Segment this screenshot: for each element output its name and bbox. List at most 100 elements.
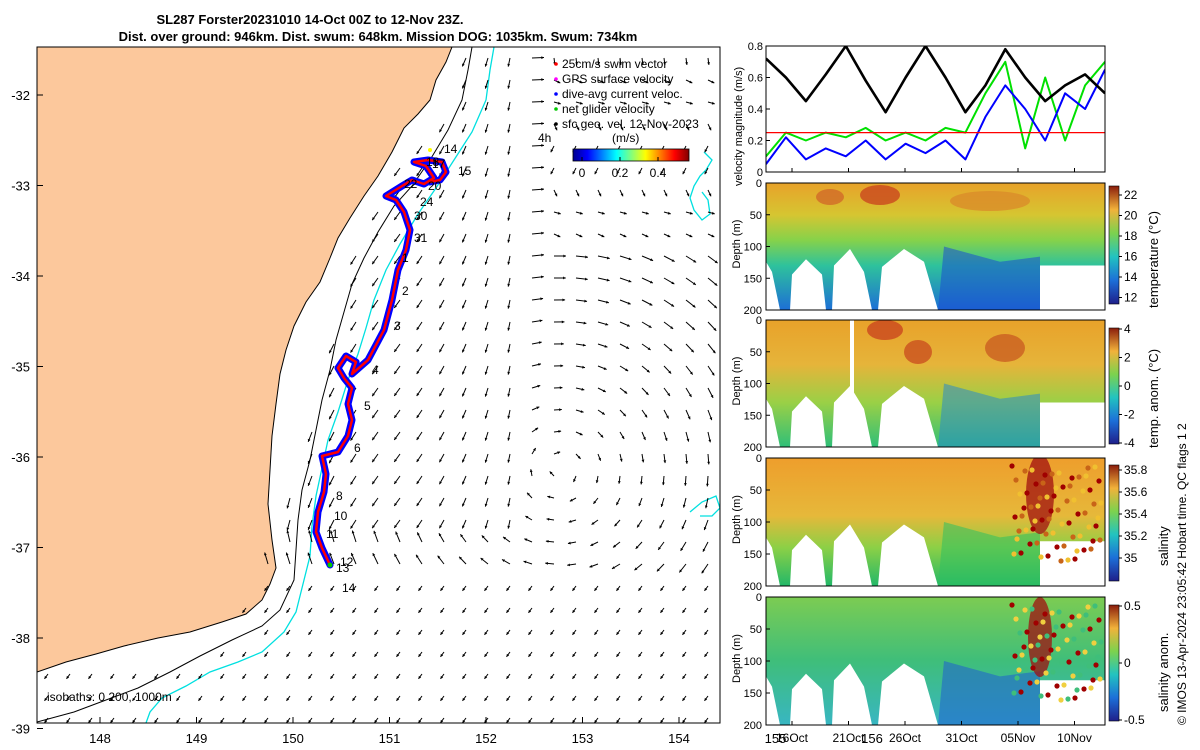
current-arrowhead bbox=[308, 631, 312, 635]
current-arrowhead bbox=[416, 554, 419, 558]
current-arrowhead bbox=[688, 393, 692, 397]
current-arrowhead bbox=[418, 675, 422, 679]
land-area bbox=[37, 47, 452, 672]
current-arrowhead bbox=[619, 62, 622, 65]
current-arrowhead bbox=[601, 234, 605, 238]
current-arrowhead bbox=[264, 631, 268, 635]
depth-axis-label: Depth (m) bbox=[731, 634, 743, 683]
current-arrowhead bbox=[307, 504, 311, 508]
current-arrowhead bbox=[484, 349, 488, 353]
current-arrowhead bbox=[330, 697, 334, 701]
current-arrowhead bbox=[713, 305, 717, 309]
sample-dot bbox=[1097, 537, 1103, 543]
sample-dot bbox=[1037, 495, 1043, 501]
current-arrowhead bbox=[439, 151, 442, 155]
day-label: 17 bbox=[432, 157, 446, 171]
sample-dot bbox=[1082, 510, 1088, 516]
current-arrowhead bbox=[582, 343, 586, 347]
day-label: 6 bbox=[354, 441, 361, 455]
deep-water-band bbox=[938, 522, 1040, 586]
current-arrowhead bbox=[572, 609, 576, 613]
current-arrowhead bbox=[484, 151, 488, 155]
current-arrowhead bbox=[664, 193, 668, 197]
current-arrowhead bbox=[352, 609, 356, 613]
current-arrowhead bbox=[330, 609, 334, 613]
current-arrowhead bbox=[154, 697, 158, 701]
current-arrowhead bbox=[462, 675, 466, 679]
current-arrowhead bbox=[525, 516, 529, 519]
current-arrowhead bbox=[704, 675, 708, 679]
sample-dot bbox=[1030, 665, 1036, 671]
day-label: 15 bbox=[458, 164, 472, 178]
sample-dot bbox=[1086, 524, 1092, 530]
current-arrowhead bbox=[350, 283, 354, 287]
current-arrowhead bbox=[308, 675, 312, 679]
seafloor-mask bbox=[766, 524, 1105, 586]
current-arrowhead bbox=[528, 653, 532, 657]
current-arrowhead bbox=[330, 653, 334, 657]
current-arrowhead bbox=[557, 211, 561, 215]
current-arrowhead bbox=[711, 101, 715, 105]
current-arrowhead bbox=[350, 459, 354, 463]
current-arrowhead bbox=[462, 371, 465, 375]
current-arrowhead bbox=[598, 127, 602, 131]
day-label: 3 bbox=[394, 319, 401, 333]
depth-tick-label: 150 bbox=[744, 688, 762, 700]
sample-dot bbox=[1088, 546, 1094, 552]
current-arrowhead bbox=[638, 675, 642, 679]
current-arrowhead bbox=[589, 564, 593, 568]
current-arrowhead bbox=[462, 217, 465, 221]
current-arrowhead bbox=[418, 719, 422, 723]
map-axes: 148 149 150 151 152 153 154 155 156-32-33-34-35-… bbox=[11, 88, 883, 746]
colorbar-tick-label: 4 bbox=[1124, 322, 1131, 336]
current-arrowhead bbox=[594, 609, 598, 613]
depth-tick-label: 100 bbox=[744, 656, 762, 668]
current-arrowhead bbox=[462, 525, 465, 529]
current-arrowhead bbox=[394, 414, 397, 418]
sample-dot bbox=[1093, 662, 1099, 668]
speed-colorbar: 4h (m/s) 0 0.2 0.4 bbox=[538, 131, 690, 180]
current-arrowhead bbox=[560, 364, 564, 368]
sample-dot bbox=[1043, 531, 1049, 537]
current-arrowhead bbox=[506, 653, 510, 657]
current-arrowhead bbox=[417, 532, 420, 536]
current-arrowhead bbox=[416, 481, 420, 485]
current-arrowhead bbox=[484, 195, 488, 199]
current-arrowhead bbox=[439, 393, 442, 397]
current-arrowhead bbox=[623, 211, 627, 215]
current-arrowhead bbox=[350, 437, 354, 441]
current-arrowhead bbox=[462, 305, 465, 309]
current-arrowhead bbox=[220, 697, 224, 701]
current-arrowhead bbox=[687, 416, 691, 420]
current-arrowhead bbox=[562, 298, 566, 302]
current-arrowhead bbox=[601, 411, 605, 415]
current-arrowhead bbox=[350, 327, 354, 331]
current-arrowhead bbox=[528, 675, 532, 679]
sample-dot bbox=[1083, 612, 1089, 618]
current-arrowhead bbox=[667, 234, 671, 238]
current-arrowhead bbox=[541, 78, 544, 82]
current-arrowhead bbox=[559, 408, 562, 412]
sample-dot bbox=[1092, 603, 1098, 609]
current-arrowhead bbox=[286, 530, 290, 534]
current-arrowhead bbox=[660, 503, 664, 507]
current-arrowhead bbox=[524, 538, 528, 542]
current-arrowhead bbox=[44, 675, 48, 679]
current-arrowhead bbox=[418, 631, 422, 635]
current-arrowhead bbox=[395, 531, 399, 535]
current-arrowhead bbox=[528, 587, 532, 591]
current-arrowhead bbox=[704, 653, 708, 657]
warm-patch bbox=[816, 189, 844, 205]
lon-tick-label: 155 bbox=[765, 731, 787, 746]
current-arrowhead bbox=[437, 555, 441, 559]
current-arrowhead bbox=[689, 371, 693, 375]
current-arrowhead bbox=[619, 458, 623, 462]
current-arrowhead bbox=[132, 675, 136, 679]
current-arrowhead bbox=[484, 631, 488, 635]
current-arrowhead bbox=[638, 609, 642, 613]
current-arrowhead bbox=[558, 429, 562, 433]
current-arrowhead bbox=[154, 675, 158, 679]
current-arrowhead bbox=[667, 80, 671, 84]
current-arrowhead bbox=[220, 719, 224, 723]
sample-dot bbox=[1097, 676, 1103, 682]
